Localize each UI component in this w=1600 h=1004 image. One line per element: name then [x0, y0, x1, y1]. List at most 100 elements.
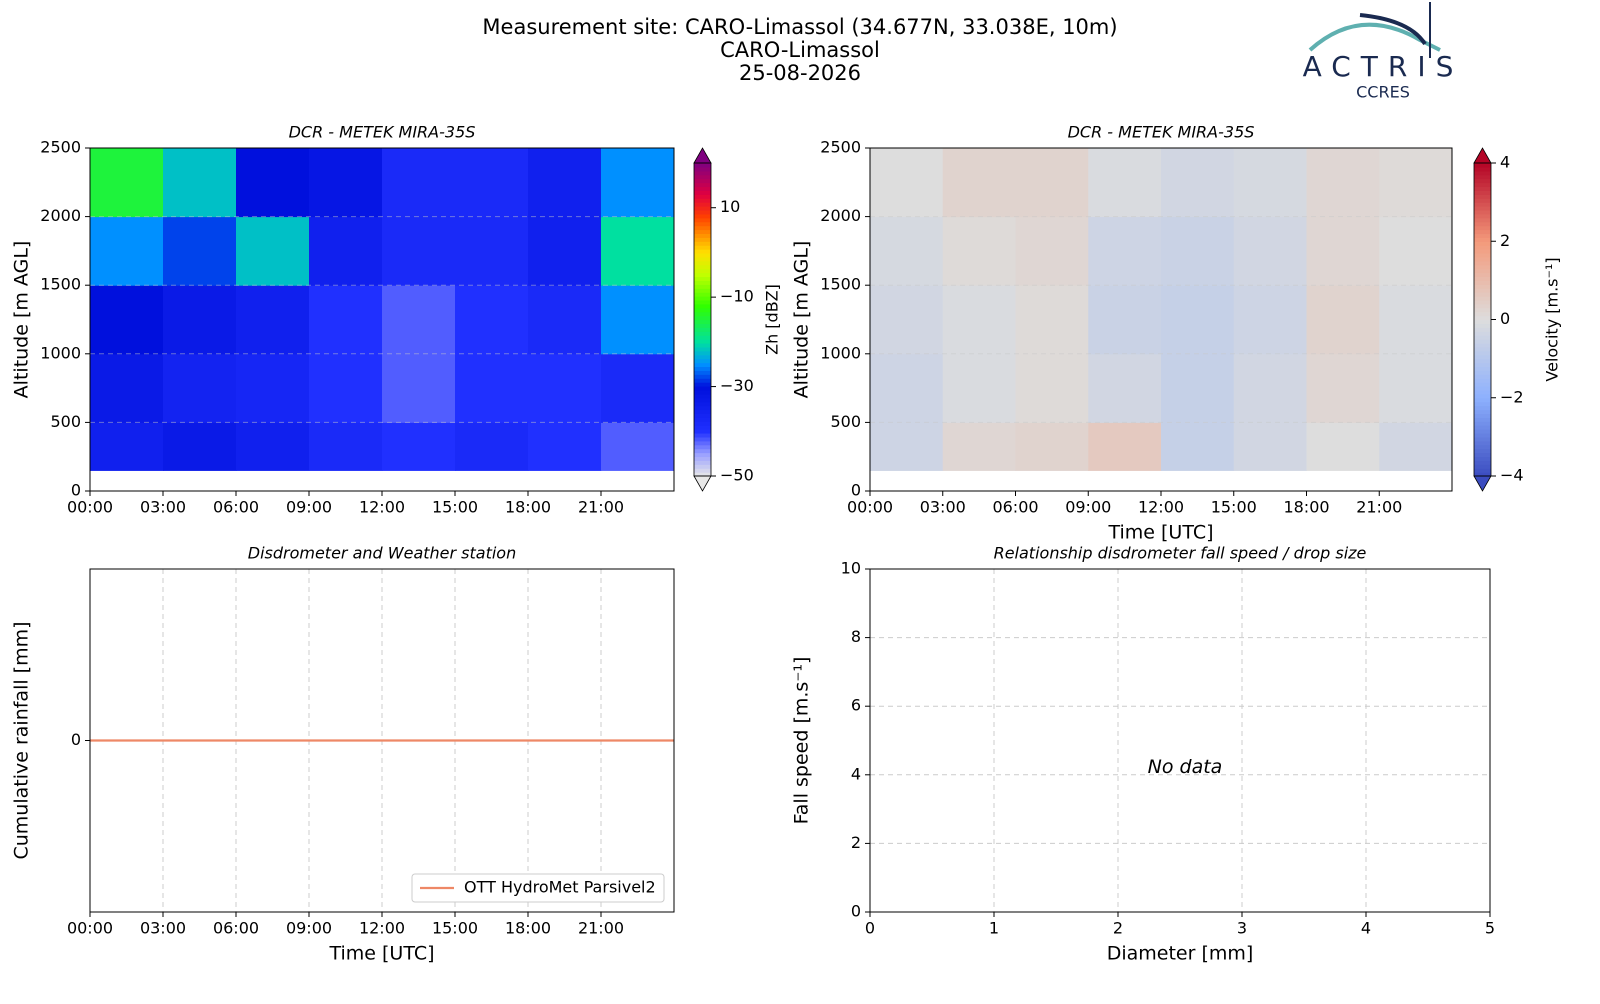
heatmap-cell — [382, 353, 456, 423]
y-tick-label: 1500 — [820, 275, 861, 294]
colorbar-segment — [1474, 440, 1491, 446]
colorbar-segment — [1474, 252, 1491, 258]
colorbar-segment — [694, 241, 711, 246]
heatmap-cell — [942, 148, 1016, 218]
heatmap-cell — [942, 353, 1016, 423]
x-tick-label: 03:00 — [140, 919, 186, 938]
colorbar-segment — [1474, 468, 1491, 473]
colorbar-segment — [694, 397, 711, 403]
colorbar-segment — [694, 194, 711, 199]
header-title: Measurement site: CARO-Limassol (34.677N… — [482, 15, 1117, 39]
heatmap-cell — [1015, 353, 1089, 423]
y-axis-label: Cumulative rainfall [mm] — [11, 621, 33, 859]
colorbar-segment — [1474, 421, 1491, 426]
colorbar-segment — [1474, 472, 1491, 477]
heatmap-cell — [601, 422, 675, 471]
colorbar-segment — [1474, 190, 1491, 195]
colorbar-segment — [1474, 245, 1491, 250]
colorbar-segment — [694, 370, 711, 375]
x-tick-label: 21:00 — [578, 919, 624, 938]
x-axis-label: Time [UTC] — [1107, 522, 1213, 544]
colorbar-segment — [694, 229, 711, 235]
colorbar-segment — [1474, 292, 1491, 297]
colorbar-segment — [694, 225, 711, 231]
colorbar-segment — [1474, 358, 1491, 364]
colorbar-extend — [1473, 147, 1492, 164]
colorbar-segment — [694, 311, 711, 317]
logo-subtitle: CCRES — [1356, 83, 1410, 102]
heatmap-cell — [163, 216, 237, 286]
colorbar-segment — [694, 319, 711, 325]
x-tick-label: 03:00 — [140, 498, 186, 517]
colorbar-segment — [694, 342, 711, 348]
colorbar-segment — [1474, 194, 1491, 199]
annotation: No data — [1148, 756, 1223, 778]
colorbar-segment — [1474, 182, 1491, 188]
colorbar-segment — [1474, 163, 1491, 168]
heatmap-cell — [1379, 422, 1453, 471]
x-tick-label: 06:00 — [992, 498, 1038, 517]
colorbar-segment — [694, 292, 711, 297]
colorbar-tick-label: −30 — [720, 376, 754, 395]
y-tick-label: 2000 — [820, 206, 861, 225]
heatmap-cell — [601, 148, 675, 218]
heatmap-cell — [1233, 285, 1307, 355]
colorbar-segment — [694, 284, 711, 289]
colorbar-tick-label: 0 — [1500, 309, 1510, 328]
heatmap-cell — [236, 285, 310, 355]
x-tick-label: 09:00 — [1065, 498, 1111, 517]
colorbar-segment — [694, 448, 711, 454]
heatmap-cell — [1306, 353, 1380, 423]
heatmap-cell — [382, 216, 456, 286]
colorbar-segment — [694, 386, 711, 391]
panel: Relationship disdrometer fall speed / dr… — [791, 544, 1496, 965]
colorbar-segment — [694, 393, 711, 399]
colorbar-segment — [1474, 225, 1491, 231]
colorbar-segment — [694, 421, 711, 426]
colorbar-segment — [694, 405, 711, 411]
colorbar-segment — [1474, 170, 1491, 176]
y-tick-label: 0 — [71, 730, 81, 749]
colorbar-segment — [1474, 280, 1491, 285]
colorbar-segment — [1474, 378, 1491, 383]
x-tick-label: 5 — [1485, 919, 1495, 938]
colorbar-segment — [1474, 288, 1491, 293]
colorbar-segment — [694, 299, 711, 305]
colorbar-segment — [1474, 331, 1491, 336]
heatmap-cell — [90, 285, 164, 355]
heatmap-cell — [1015, 216, 1089, 286]
colorbar-segment — [694, 456, 711, 461]
colorbar-segment — [694, 190, 711, 195]
legend — [411, 873, 665, 903]
heatmap-cell — [1161, 148, 1235, 218]
y-tick-label: 500 — [830, 412, 861, 431]
heatmap-cell — [382, 148, 456, 218]
colorbar-segment — [694, 163, 711, 168]
heatmap-cell — [1233, 422, 1307, 471]
y-tick-label: 0 — [71, 481, 81, 500]
heatmap-cell — [1161, 216, 1235, 286]
heatmap-cell — [1088, 285, 1162, 355]
heatmap-cell — [1306, 285, 1380, 355]
heatmap-cell — [601, 353, 675, 423]
colorbar-tick-label: −2 — [1500, 387, 1524, 406]
colorbar-segment — [694, 327, 711, 332]
colorbar-tick-label: −50 — [720, 466, 754, 485]
panel-title: DCR - METEK MIRA-35S — [1068, 123, 1255, 142]
heatmap-cell — [236, 148, 310, 218]
y-tick-label: 2500 — [40, 138, 81, 157]
colorbar-segment — [1474, 432, 1491, 438]
colorbar-segment — [1474, 397, 1491, 403]
x-tick-label: 21:00 — [578, 498, 624, 517]
x-tick-label: 18:00 — [1283, 498, 1329, 517]
y-axis-label: Altitude [m AGL] — [11, 241, 33, 399]
y-axis-label: Altitude [m AGL] — [791, 241, 813, 399]
heatmap-cell — [1233, 148, 1307, 218]
plot-frame — [89, 147, 675, 492]
heatmap-cell — [1233, 216, 1307, 286]
colorbar-segment — [1474, 296, 1491, 301]
colorbar-segment — [1474, 174, 1491, 180]
colorbar-segment — [694, 432, 711, 438]
colorbar-tick-label: −10 — [720, 287, 754, 306]
